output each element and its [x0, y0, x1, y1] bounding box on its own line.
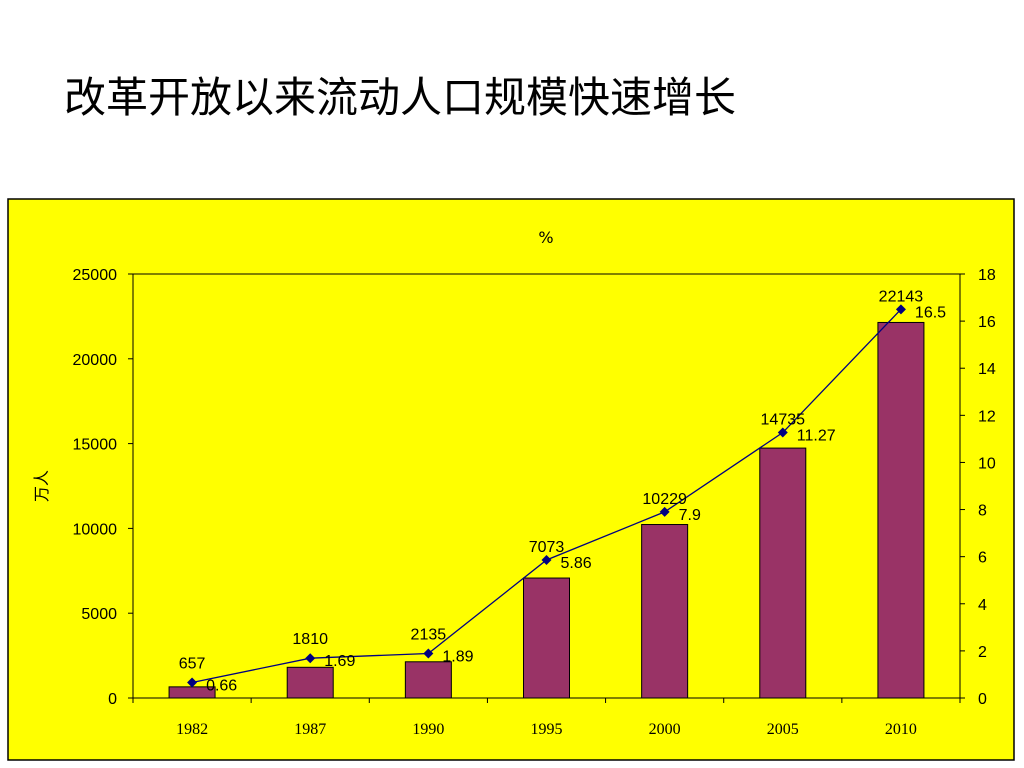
line-marker [187, 677, 198, 688]
left-axis-tick-label: 0 [108, 691, 117, 708]
line-value-label: 7.9 [679, 507, 701, 524]
bar-value-label: 1810 [292, 631, 328, 648]
line-marker [895, 304, 906, 315]
right-axis-tick-label: 16 [978, 314, 996, 331]
right-axis-tick-label: 0 [978, 691, 987, 708]
left-axis-tick-label: 25000 [73, 267, 118, 284]
x-axis-tick-label: 2005 [767, 721, 799, 738]
bar [641, 524, 689, 699]
bar [877, 321, 925, 699]
bar-value-label: 2135 [411, 626, 447, 643]
right-axis-tick-label: 18 [978, 267, 996, 284]
line-value-label: 5.86 [561, 555, 592, 572]
line-value-label: 11.27 [797, 428, 836, 445]
left-axis-tick-label: 20000 [73, 352, 118, 369]
x-axis-tick-label: 1995 [531, 721, 563, 738]
x-axis-tick-label: 1990 [412, 721, 444, 738]
bar-value-label: 10229 [642, 491, 687, 508]
x-axis-tick-label: 1982 [176, 721, 208, 738]
left-axis-tick-label: 5000 [81, 606, 117, 623]
left-axis-title: 万人 [32, 470, 51, 502]
line-value-label: 1.69 [324, 653, 355, 670]
line-value-label: 16.5 [915, 304, 946, 321]
left-axis-tick-label: 15000 [73, 437, 118, 454]
bar-value-label: 14735 [761, 412, 806, 429]
x-axis-tick-label: 2010 [885, 721, 917, 738]
bar [759, 447, 807, 699]
line-marker [777, 427, 788, 438]
x-axis-tick-label: 2000 [649, 721, 681, 738]
right-axis-tick-label: 10 [978, 455, 996, 472]
left-axis-tick-label: 10000 [73, 521, 118, 538]
bar [286, 666, 334, 699]
line-marker [305, 653, 316, 664]
line-value-label: 0.66 [206, 677, 237, 694]
bar [523, 577, 570, 699]
slide-title: 改革开放以来流动人口规模快速增长 [64, 73, 737, 122]
bar-value-label: 7073 [529, 539, 565, 556]
right-axis-tick-label: 2 [978, 644, 987, 661]
line-marker [423, 648, 434, 659]
right-axis-title: % [538, 228, 553, 247]
line-value-label: 1.89 [442, 648, 473, 665]
right-axis-tick-label: 8 [978, 503, 987, 520]
right-axis-tick-label: 12 [978, 408, 996, 425]
x-axis-tick-label: 1987 [294, 721, 326, 738]
right-axis-tick-label: 14 [978, 361, 996, 378]
line-marker [659, 506, 670, 517]
line-marker [541, 554, 552, 565]
right-axis-tick-label: 4 [978, 597, 987, 614]
bar-value-label: 22143 [879, 288, 924, 305]
bar [404, 661, 452, 699]
right-axis-tick-label: 6 [978, 550, 987, 567]
bar-value-label: 657 [179, 655, 206, 672]
